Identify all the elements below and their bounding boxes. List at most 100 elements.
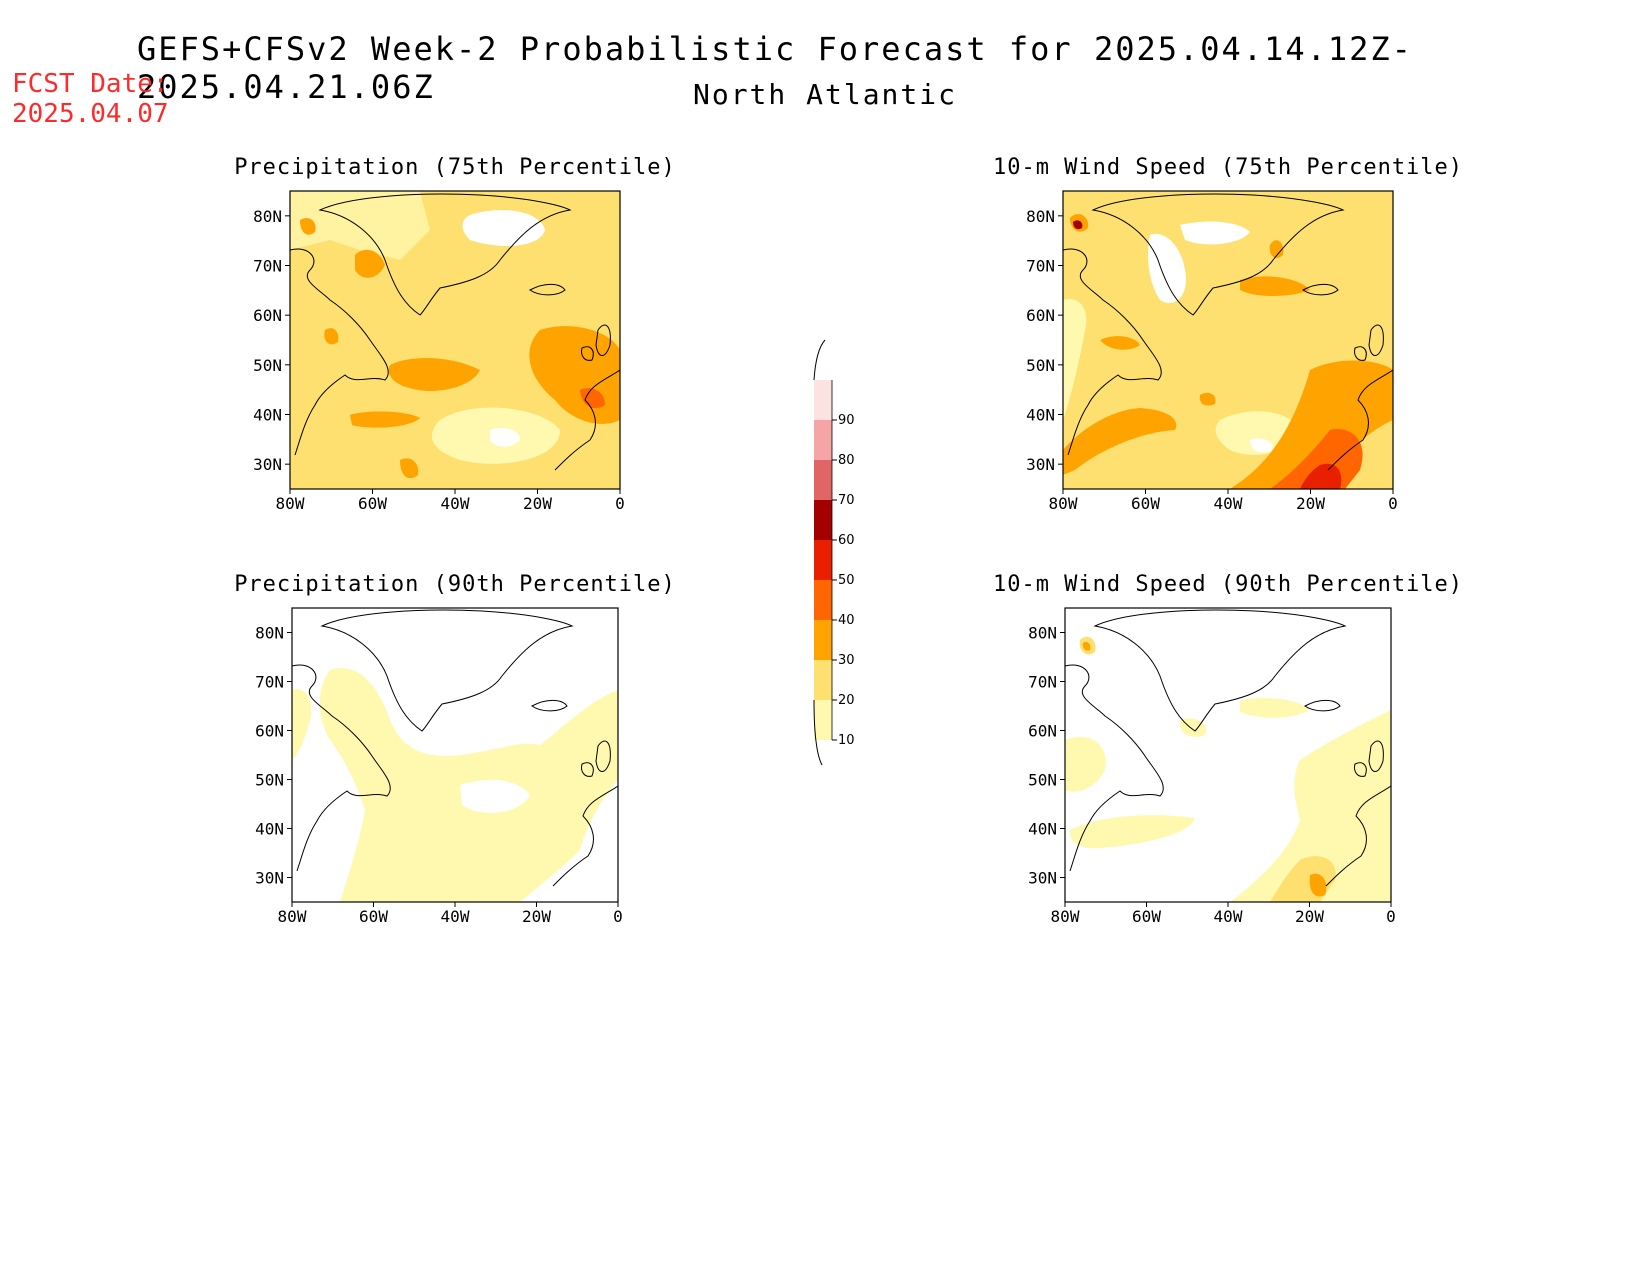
lon-tick-label: 60W — [1131, 494, 1160, 513]
colorbar-tick-label: 90 — [838, 413, 855, 428]
coastline-iceland — [531, 699, 568, 712]
lat-tick-label: 50N — [253, 356, 282, 375]
lon-tick-label: 20W — [523, 494, 552, 513]
colorbar-tick-label: 20 — [838, 693, 855, 708]
fcst-date-value: 2025.04.07 — [12, 99, 169, 129]
lat-tick-label: 30N — [255, 869, 284, 888]
coastline-europe-africa — [554, 369, 620, 471]
coastline-iceland — [1304, 699, 1341, 712]
lat-tick-label: 50N — [1026, 356, 1055, 375]
contour-30-40 — [400, 458, 419, 479]
panel-precip75: Precipitation (75th Percentile) — [234, 155, 675, 490]
coastline-greenland — [318, 193, 572, 316]
lat-tick-label: 60N — [253, 306, 282, 325]
precip90-coastlines — [292, 609, 618, 887]
coastline-greenland — [1091, 193, 1345, 316]
lon-tick-label: 20W — [1295, 907, 1324, 926]
colorbar-swatch — [814, 540, 832, 580]
panel-wind90: 10-m Wind Speed (90th Percentile) — [993, 572, 1463, 903]
contour-10-20 — [1240, 698, 1310, 718]
contour-below-10 — [490, 428, 520, 447]
contour-30-40 — [1100, 336, 1140, 350]
precip90-contours — [292, 668, 618, 902]
lon-tick-label: 80W — [278, 907, 307, 926]
contour-30-40 — [1199, 392, 1216, 406]
contour-below-10 — [1250, 438, 1273, 453]
contour-30-40 — [355, 249, 385, 278]
colorbar-top-edge — [813, 339, 826, 381]
colorbar-tick-label: 60 — [838, 533, 855, 548]
panel-wind75: 10-m Wind Speed (75th Percentile) — [993, 155, 1463, 490]
contour-below-10 — [1180, 221, 1250, 245]
lon-tick-label: 80W — [276, 494, 305, 513]
colorbar-tick-label: 30 — [838, 653, 855, 668]
contour-50-60 — [1300, 463, 1342, 489]
coastline-iceland — [529, 283, 566, 296]
contour-10-20 — [1063, 299, 1087, 420]
panel-title: 10-m Wind Speed (75th Percentile) — [993, 155, 1463, 180]
lat-tick-label: 60N — [1026, 306, 1055, 325]
colorbar-tick-label: 80 — [838, 453, 855, 468]
precip75-coastlines — [290, 193, 620, 471]
contour-10-20 — [1065, 736, 1106, 792]
contour-30-40 — [1240, 276, 1310, 296]
panel-precip90: Precipitation (90th Percentile) — [234, 572, 675, 903]
coastline-ireland — [581, 762, 594, 777]
lon-tick-label: 0 — [613, 907, 623, 926]
lat-tick-label: 60N — [255, 722, 284, 741]
colorbar-swatch — [814, 460, 832, 500]
lat-tick-label: 30N — [1028, 869, 1057, 888]
contour-10-20 — [1179, 718, 1206, 737]
wind75-coastlines — [1063, 193, 1393, 471]
coastline-greenland — [1093, 609, 1347, 732]
lon-tick-label: 60W — [359, 907, 388, 926]
contour-30-40 — [1063, 408, 1177, 475]
colorbar-tick-label: 10 — [838, 733, 855, 748]
contour-30-40 — [1309, 873, 1327, 897]
colorbar: 10 20 30 40 50 60 70 80 90 — [813, 339, 855, 766]
panel-title: 10-m Wind Speed (90th Percentile) — [993, 572, 1463, 597]
contour-10-20 — [292, 689, 312, 760]
coastline-europe-africa — [1325, 785, 1391, 887]
coastline-british-isles — [1368, 740, 1384, 772]
coastline-iceland — [1302, 283, 1339, 296]
lon-tick-label: 0 — [615, 494, 625, 513]
lon-tick-label: 40W — [1214, 494, 1243, 513]
coastline-british-isles — [1368, 324, 1384, 356]
lat-tick-label: 70N — [1026, 257, 1055, 276]
lon-tick-label: 40W — [441, 494, 470, 513]
contour-40-50 — [580, 388, 605, 409]
contour-below-10 — [462, 210, 545, 246]
contour-10-20 — [1069, 815, 1195, 849]
colorbar-tick-label: 40 — [838, 613, 855, 628]
colorbar-tick-label: 70 — [838, 493, 855, 508]
lat-tick-label: 30N — [1026, 455, 1055, 474]
lat-tick-label: 70N — [253, 257, 282, 276]
coastline-europe-africa — [552, 785, 618, 887]
coastline-europe-africa — [1327, 369, 1393, 471]
colorbar-swatch — [814, 580, 832, 620]
colorbar-swatch — [814, 700, 832, 740]
lon-tick-label: 80W — [1049, 494, 1078, 513]
contour-below-10 — [1148, 233, 1186, 304]
lat-tick-label: 80N — [253, 207, 282, 226]
coastline-british-isles — [595, 740, 611, 772]
colorbar-bottom-edge — [813, 699, 823, 766]
lat-tick-label: 40N — [1026, 406, 1055, 425]
lon-tick-label: 0 — [1388, 494, 1398, 513]
lat-tick-label: 40N — [1028, 820, 1057, 839]
lon-tick-label: 20W — [1296, 494, 1325, 513]
coastline-north-america — [292, 664, 391, 872]
precip75-contours — [290, 191, 620, 479]
lat-tick-label: 60N — [1028, 722, 1057, 741]
lat-tick-label: 40N — [255, 820, 284, 839]
contour-60-70 — [1073, 220, 1083, 230]
coastline-north-america — [290, 248, 389, 456]
contour-30-40 — [300, 218, 316, 235]
lat-tick-label: 30N — [253, 455, 282, 474]
colorbar-tick-label: 50 — [838, 573, 855, 588]
coastline-north-america — [1063, 248, 1162, 456]
lat-tick-label: 80N — [1026, 207, 1055, 226]
colorbar-swatch — [814, 420, 832, 460]
